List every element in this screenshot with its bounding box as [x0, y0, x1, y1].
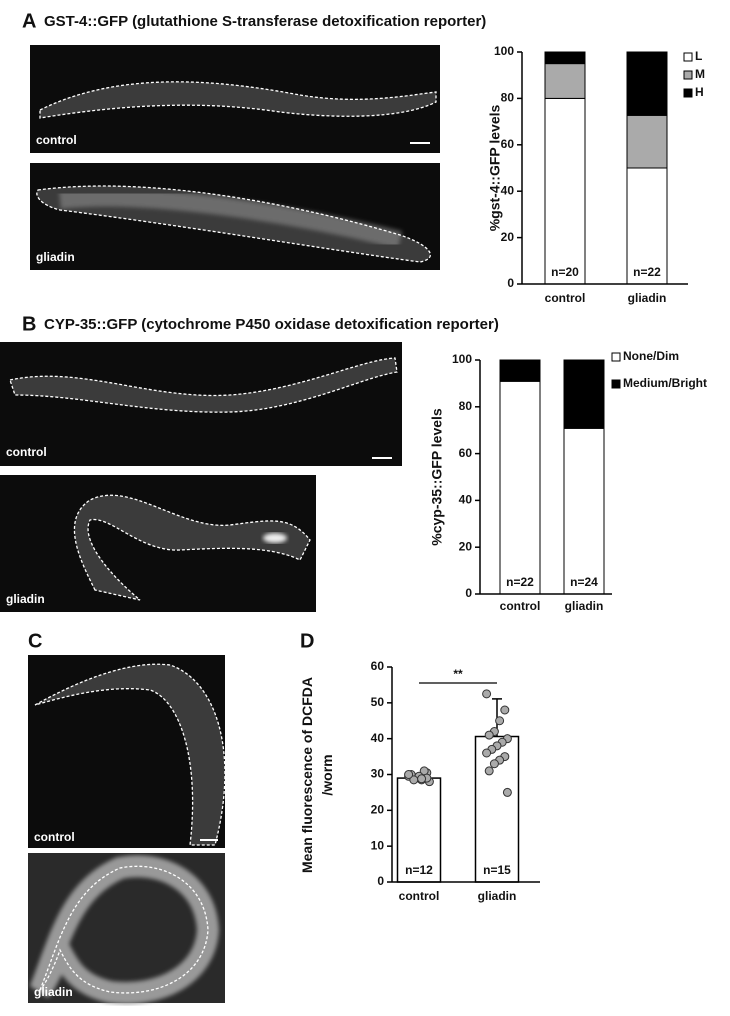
bar — [396, 777, 442, 883]
micrograph — [0, 475, 316, 612]
micrograph — [0, 342, 402, 466]
y-tick-label: 80 — [459, 399, 473, 413]
data-point — [500, 705, 510, 715]
data-point — [502, 787, 512, 797]
bar-segment — [499, 359, 541, 382]
y-tick-label: 20 — [371, 803, 385, 817]
y-tick-label: 80 — [501, 91, 515, 105]
data-point — [489, 759, 499, 769]
y-tick-label: 100 — [494, 44, 514, 58]
y-tick-label: 40 — [459, 493, 473, 507]
image-label: gliadin — [34, 985, 73, 999]
n-label: n=12 — [405, 863, 433, 877]
image-label: gliadin — [6, 592, 45, 606]
data-point — [484, 730, 494, 740]
bar-segment — [544, 97, 586, 285]
y-axis-label-line: /worm — [319, 754, 335, 795]
bar-segment — [499, 380, 541, 595]
y-tick-label: 10 — [371, 838, 385, 852]
y-tick-label: 50 — [371, 695, 385, 709]
y-tick-label: 20 — [459, 539, 473, 553]
x-tick-label: gliadin — [628, 291, 667, 305]
y-tick-label: 0 — [507, 276, 514, 290]
y-tick-label: 0 — [377, 874, 384, 888]
bar-segment — [563, 427, 605, 595]
significance-label: ** — [453, 667, 463, 681]
panel-letter: D — [300, 630, 314, 652]
legend-swatch — [611, 352, 621, 362]
image-label: gliadin — [36, 250, 75, 264]
y-axis-label: Mean fluorescence of DCFDA/worm — [299, 677, 335, 873]
bright-spot — [263, 533, 287, 543]
bar-segment — [544, 63, 586, 99]
y-axis-label: %cyp-35::GFP levels — [429, 408, 445, 546]
legend-swatch — [683, 88, 693, 98]
y-tick-label: 40 — [501, 183, 515, 197]
panel-title: CYP-35::GFP (cytochrome P450 oxidase det… — [44, 316, 499, 333]
data-point — [482, 748, 492, 758]
legend-swatch — [683, 52, 693, 62]
panel-letter: C — [28, 630, 42, 652]
y-tick-label: 60 — [371, 659, 385, 673]
image-label: control — [6, 445, 47, 459]
y-tick-label: 40 — [371, 731, 385, 745]
bar-segment — [563, 359, 605, 429]
n-label: n=22 — [633, 265, 661, 279]
panel-letter: B — [22, 313, 36, 335]
worm-outline — [34, 663, 226, 846]
legend-label: Medium/Bright — [623, 376, 707, 390]
worm-outline — [36, 185, 432, 263]
legend-label: L — [695, 49, 702, 63]
y-tick-label: 100 — [452, 352, 472, 366]
panel-letter: A — [22, 10, 36, 32]
y-axis-label-line: Mean fluorescence of DCFDA — [299, 677, 315, 873]
image-label: control — [34, 830, 75, 844]
worm-outline — [39, 81, 437, 119]
data-point — [484, 766, 494, 776]
legend-label: M — [695, 67, 705, 81]
bar-segment — [626, 114, 668, 169]
data-point — [482, 689, 492, 699]
y-tick-label: 20 — [501, 230, 515, 244]
legend-swatch — [683, 70, 693, 80]
bar-segment — [626, 167, 668, 285]
legend-swatch — [611, 379, 621, 389]
x-tick-label: gliadin — [478, 889, 517, 903]
y-tick-label: 0 — [465, 586, 472, 600]
legend-label: None/Dim — [623, 349, 679, 363]
worm-glow — [59, 188, 403, 249]
y-tick-label: 60 — [459, 446, 473, 460]
n-label: n=22 — [506, 575, 534, 589]
data-point — [404, 770, 414, 779]
bar-segment — [626, 51, 668, 116]
image-label: control — [36, 133, 77, 147]
y-tick-label: 60 — [501, 137, 515, 151]
worm-outline — [39, 865, 209, 994]
legend-label: H — [695, 85, 704, 99]
x-tick-label: control — [545, 291, 586, 305]
worm-outline — [9, 357, 398, 413]
worm-outline — [73, 494, 311, 601]
n-label: n=20 — [551, 265, 579, 279]
x-tick-label: control — [399, 889, 440, 903]
y-axis-label: %gst-4::GFP levels — [487, 105, 503, 232]
micrograph — [28, 655, 225, 848]
x-tick-label: control — [500, 599, 541, 613]
n-label: n=15 — [483, 863, 511, 877]
data-point — [417, 774, 427, 784]
data-point — [495, 716, 505, 726]
panel-title: GST-4::GFP (glutathione S-transferase de… — [44, 13, 486, 30]
y-tick-label: 30 — [371, 767, 385, 781]
bar-segment — [544, 51, 586, 65]
n-label: n=24 — [570, 575, 598, 589]
x-tick-label: gliadin — [565, 599, 604, 613]
